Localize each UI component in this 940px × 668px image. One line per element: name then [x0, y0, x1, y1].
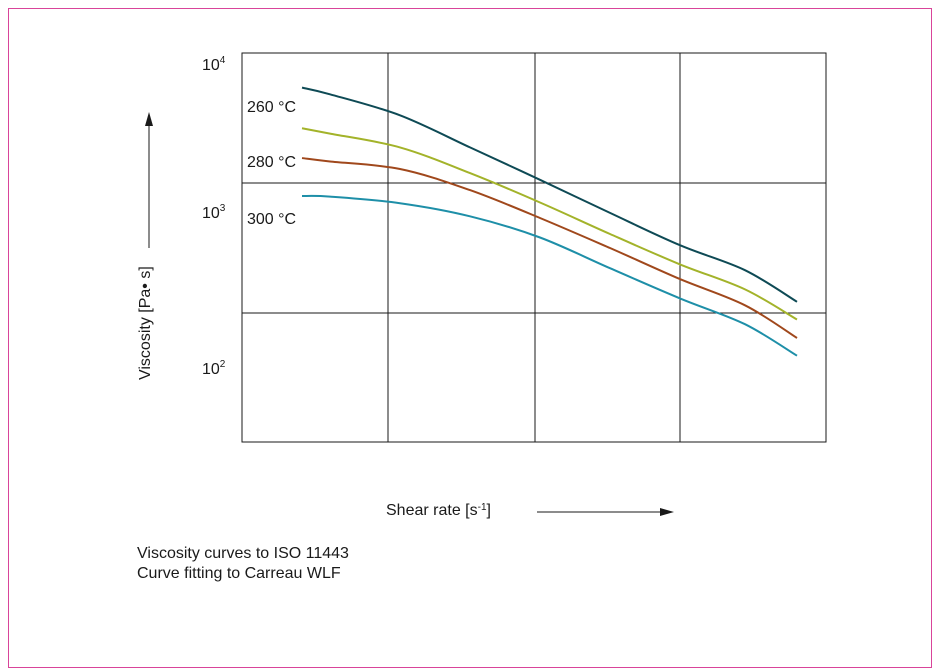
y-tick-label-4: 104 [202, 55, 226, 74]
series-label-3: 300 °C [247, 211, 296, 228]
series-label-1: 260 °C [247, 99, 296, 116]
series-labels: 260 °C 280 °C 300 °C [247, 99, 296, 228]
axis-arrows [145, 112, 674, 516]
series-line-3 [301, 157, 798, 339]
y-tick-labels: 104 103 102 [202, 55, 226, 378]
series-line-1 [301, 86, 798, 303]
x-axis-arrowhead [660, 508, 674, 516]
x-axis-label: Shear rate [s-1] [386, 502, 491, 519]
caption-line-1: Viscosity curves to ISO 11443 [137, 545, 349, 562]
chart-series [301, 86, 798, 357]
series-label-2: 280 °C [247, 154, 296, 171]
caption-line-2: Curve fitting to Carreau WLF [137, 565, 341, 582]
series-line-4 [301, 194, 798, 357]
plot-border [241, 52, 827, 443]
y-axis-arrowhead [145, 112, 153, 126]
y-tick-label-3: 103 [202, 203, 226, 222]
y-tick-label-2: 102 [202, 359, 226, 378]
viscosity-chart: 104 103 102 260 °C 280 °C 300 °C [145, 52, 827, 516]
series-line-2 [301, 127, 798, 321]
y-axis-label: Viscosity [Pa• s] [137, 266, 154, 380]
chart-grid [241, 52, 827, 443]
